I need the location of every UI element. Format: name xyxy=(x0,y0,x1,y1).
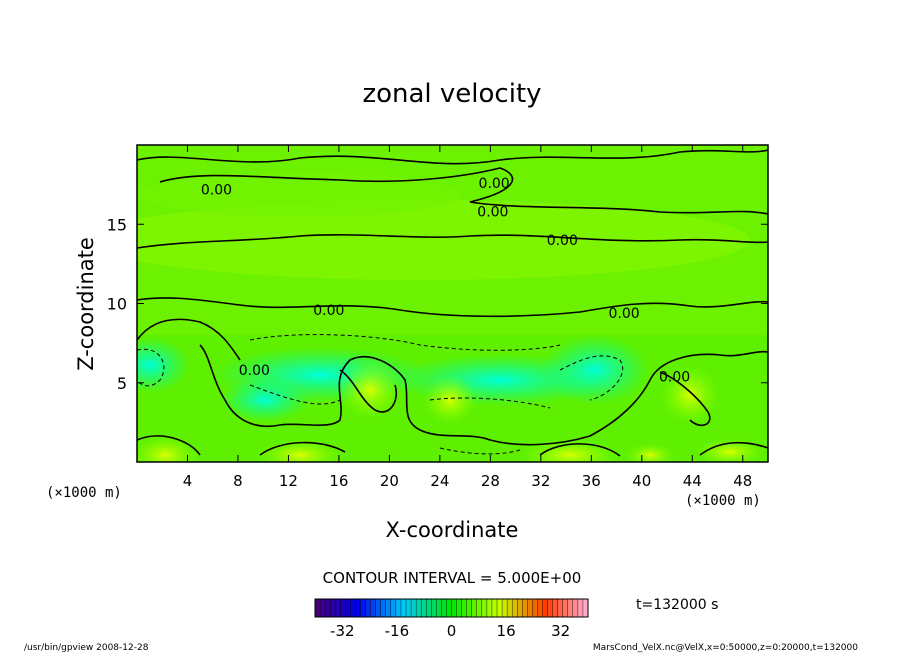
colorbar-cell xyxy=(360,598,367,618)
contour-label: 0.00 xyxy=(547,233,578,249)
contour-label: 0.00 xyxy=(239,363,270,379)
colorbar-cell xyxy=(319,598,326,618)
contour-label: 0.00 xyxy=(477,205,508,221)
colorbar-cell xyxy=(400,598,407,618)
colorbar-cell xyxy=(380,598,387,618)
y-tick-label: 15 xyxy=(107,215,127,234)
y-axis-label: Z-coordinate xyxy=(74,237,98,371)
x-axis-label: X-coordinate xyxy=(386,518,519,542)
colorbar-cell xyxy=(340,598,346,618)
x-tick-label: 8 xyxy=(233,472,243,490)
colorbar-tick-label: 16 xyxy=(497,622,516,640)
colorbar-cell xyxy=(365,598,372,618)
colorbar-cell xyxy=(370,598,377,618)
colorbar-cell xyxy=(511,598,518,618)
colorbar-cell xyxy=(466,598,473,618)
colorbar-cell xyxy=(350,598,356,618)
colorbar-cell xyxy=(517,598,523,618)
colorbar-cell xyxy=(486,598,493,618)
colorbar-cell xyxy=(385,598,392,618)
colorbar-cell xyxy=(582,598,589,618)
contour-label: 0.00 xyxy=(479,176,510,192)
x-tick-label: 16 xyxy=(329,472,348,490)
x-tick-label: 20 xyxy=(380,472,399,490)
x-tick-label: 32 xyxy=(531,472,550,490)
colorbar-cell xyxy=(547,598,554,618)
contour-interval-text: CONTOUR INTERVAL = 5.000E+00 xyxy=(323,569,582,587)
x-tick-label: 40 xyxy=(632,472,651,490)
colorbar-cell xyxy=(375,598,382,618)
colorbar-cell xyxy=(567,598,574,618)
colorbar-cell xyxy=(501,598,508,618)
colorbar-cell xyxy=(355,598,362,618)
x-tick-label: 28 xyxy=(481,472,500,490)
colorbar-cell xyxy=(390,598,397,618)
y-axis: 5 10 15 xyxy=(107,215,768,393)
colorbar-cell xyxy=(496,598,503,618)
colorbar-cell xyxy=(431,598,437,618)
colorbar-cell xyxy=(451,598,458,618)
x-tick-label: 44 xyxy=(683,472,702,490)
colorbar-cell xyxy=(335,598,341,618)
colorbar-cell xyxy=(537,598,544,618)
y-tick-label: 5 xyxy=(117,374,127,393)
colorbar-cell xyxy=(410,598,417,618)
negative-contours xyxy=(137,334,624,455)
contour-lines xyxy=(137,149,768,457)
contour-label: 0.00 xyxy=(609,306,640,322)
colorbar-cell xyxy=(426,598,432,618)
colorbar-cell xyxy=(329,598,336,618)
x-unit-right: (×1000 m) xyxy=(685,493,761,509)
footer-left: /usr/bin/gpview 2008-12-28 xyxy=(24,643,149,653)
colorbar-tick-label: 32 xyxy=(551,622,570,640)
colorbar-cell xyxy=(527,598,533,618)
x-unit-left: (×1000 m) xyxy=(46,485,122,501)
contour-labels: 0.00 0.00 0.00 0.00 0.00 0.00 0.00 0.00 xyxy=(201,176,690,385)
colorbar-cell xyxy=(471,598,478,618)
time-label: t=132000 s xyxy=(636,597,718,613)
colorbar-tick-label: -32 xyxy=(330,622,355,640)
colorbar-cell xyxy=(552,598,559,618)
colorbar-cell xyxy=(522,598,528,618)
colorbar-cell xyxy=(446,598,453,618)
colorbar-cell xyxy=(461,598,468,618)
y-tick-label: 10 xyxy=(107,295,127,314)
colorbar-cell xyxy=(436,598,442,618)
colorbar-cell xyxy=(476,598,483,618)
colorbar-cell xyxy=(420,598,427,618)
contour-label: 0.00 xyxy=(313,303,344,319)
footer-right: MarsCond_VelX.nc@VelX,x=0:50000,z=0:2000… xyxy=(593,643,858,653)
colorbar-cell xyxy=(324,598,331,618)
contour-label: 0.00 xyxy=(201,182,232,198)
colorbar-cell xyxy=(532,598,538,618)
colorbar-cell xyxy=(345,598,351,618)
colorbar-cell xyxy=(572,598,579,618)
x-tick-label: 4 xyxy=(183,472,193,490)
colorbar-cell xyxy=(491,598,498,618)
colorbar-cell xyxy=(577,598,584,618)
colorbar-cell xyxy=(405,598,412,618)
x-tick-label: 24 xyxy=(430,472,449,490)
colorbar-cell xyxy=(314,598,321,618)
x-tick-label: 36 xyxy=(582,472,601,490)
colorbar-cell xyxy=(481,598,488,618)
colorbar-cell xyxy=(441,598,447,618)
colorbar-cell xyxy=(557,598,564,618)
colorbar-cell xyxy=(415,598,422,618)
colorbar-cell xyxy=(542,598,549,618)
colorbar-tick-label: 0 xyxy=(447,622,457,640)
chart-title: zonal velocity xyxy=(362,79,541,109)
colorbar-tick-label: -16 xyxy=(385,622,410,640)
x-tick-label: 48 xyxy=(733,472,752,490)
colorbar-cell xyxy=(395,598,402,618)
x-axis: 4 8 12 16 20 24 28 32 36 40 44 48 xyxy=(183,145,752,490)
colorbar-cell xyxy=(562,598,569,618)
x-tick-label: 12 xyxy=(279,472,298,490)
colorbar-cell xyxy=(506,598,513,618)
colorbar: -32 -16 0 16 32 xyxy=(314,598,589,640)
contour-label: 0.00 xyxy=(659,369,690,385)
plot-area: 0.00 0.00 0.00 0.00 0.00 0.00 0.00 0.00 xyxy=(136,144,769,463)
colorbar-cell xyxy=(456,598,463,618)
